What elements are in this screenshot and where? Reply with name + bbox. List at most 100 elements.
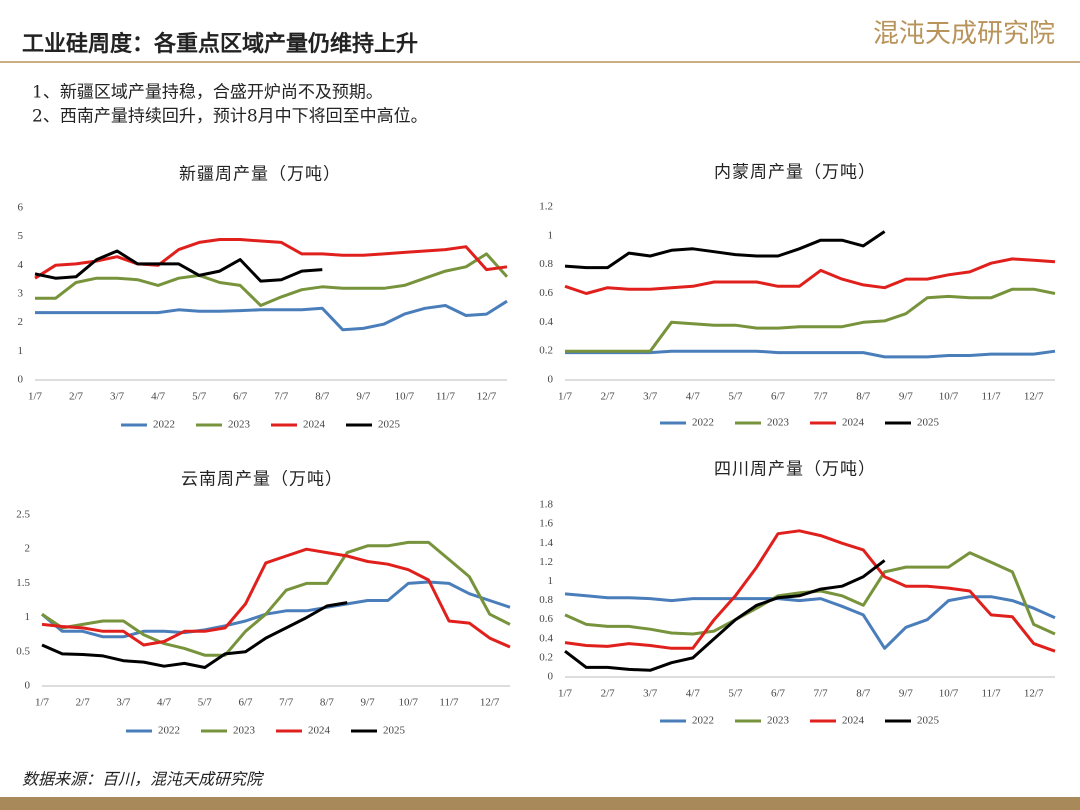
y-tick-label: 0.6	[539, 613, 553, 625]
x-tick-label: 4/7	[157, 697, 172, 709]
legend-label: 2025	[917, 715, 940, 727]
y-tick-label: 0.8	[539, 258, 553, 270]
legend-label: 2022	[692, 715, 714, 727]
y-tick-label: 0.4	[539, 316, 553, 328]
legend-label: 2022	[153, 419, 175, 431]
y-tick-label: 2	[25, 543, 31, 555]
y-tick-label: 0.8	[539, 594, 553, 606]
series-line	[564, 230, 886, 270]
y-tick-label: 0	[548, 374, 554, 386]
legend-label: 2022	[158, 725, 180, 737]
y-tick-label: 1	[18, 345, 24, 357]
logo: 混沌天成研究院	[873, 19, 1055, 49]
x-tick-label: 5/7	[192, 391, 207, 403]
legend-label: 2024	[308, 725, 331, 737]
x-tick-label: 12/7	[1024, 688, 1044, 700]
x-tick-label: 9/7	[356, 391, 371, 403]
x-tick-label: 11/7	[436, 391, 456, 403]
chart-title: 内蒙周产量（万吨）	[714, 163, 876, 183]
x-tick-label: 6/7	[771, 688, 786, 700]
y-tick-label: 0.6	[539, 287, 553, 299]
bullet: 1、新疆区域产量持稳，合盛开炉尚不及预期。	[32, 83, 383, 103]
y-tick-label: 0.4	[539, 632, 553, 644]
x-tick-label: 2/7	[76, 697, 91, 709]
chart-title: 四川周产量（万吨）	[714, 460, 876, 480]
legend-label: 2023	[767, 715, 790, 727]
x-tick-label: 2/7	[601, 688, 616, 700]
x-tick-label: 8/7	[856, 391, 871, 403]
legend-label: 2023	[228, 419, 251, 431]
x-tick-label: 4/7	[686, 688, 701, 700]
y-tick-label: 1	[548, 575, 554, 587]
series-line	[41, 547, 511, 649]
y-tick-label: 1	[548, 229, 554, 241]
x-tick-label: 3/7	[643, 391, 658, 403]
legend-label: 2025	[917, 417, 940, 429]
y-tick-label: 3	[18, 288, 24, 300]
bullet: 2、西南产量持续回升，预计8月中下将回至中高位。	[32, 107, 428, 127]
x-tick-label: 1/7	[558, 688, 573, 700]
y-tick-label: 0.2	[539, 345, 553, 357]
source: 数据来源：百川，混沌天成研究院	[22, 770, 265, 789]
y-tick-label: 1.8	[539, 499, 553, 511]
x-tick-label: 6/7	[771, 391, 786, 403]
y-tick-label: 0.2	[539, 651, 553, 663]
series-line	[41, 580, 511, 639]
series-line	[34, 238, 508, 280]
x-tick-label: 9/7	[899, 391, 914, 403]
series-line	[565, 287, 1056, 353]
legend-label: 2023	[233, 725, 256, 737]
x-tick-label: 11/7	[982, 688, 1002, 700]
x-tick-label: 10/7	[395, 391, 415, 403]
legend-label: 2023	[767, 417, 790, 429]
x-tick-label: 10/7	[398, 697, 418, 709]
series-line	[41, 601, 348, 669]
x-tick-label: 3/7	[110, 391, 125, 403]
x-tick-label: 10/7	[939, 391, 959, 403]
y-tick-label: 0	[548, 671, 554, 683]
legend-label: 2024	[303, 419, 326, 431]
legend-label: 2025	[383, 725, 406, 737]
y-tick-label: 4	[18, 259, 24, 271]
x-tick-label: 7/7	[274, 391, 289, 403]
x-tick-label: 1/7	[35, 697, 50, 709]
x-tick-label: 6/7	[238, 697, 253, 709]
y-tick-label: 0.5	[16, 645, 30, 657]
y-tick-label: 2	[18, 316, 24, 328]
y-tick-label: 0	[18, 374, 24, 386]
x-tick-label: 5/7	[728, 391, 743, 403]
x-tick-label: 3/7	[643, 688, 658, 700]
y-tick-label: 1.6	[539, 518, 553, 530]
x-tick-label: 7/7	[814, 391, 829, 403]
legend-label: 2022	[692, 417, 714, 429]
x-tick-label: 11/7	[982, 391, 1002, 403]
x-tick-label: 2/7	[69, 391, 84, 403]
x-tick-label: 8/7	[320, 697, 335, 709]
legend-label: 2024	[842, 715, 865, 727]
y-tick-label: 6	[18, 202, 24, 214]
series-line	[34, 249, 323, 283]
footer-band	[0, 797, 1080, 810]
y-tick-label: 5	[18, 230, 24, 242]
series-line	[35, 299, 508, 332]
x-tick-label: 5/7	[198, 697, 213, 709]
x-tick-label: 3/7	[116, 697, 131, 709]
x-tick-label: 5/7	[728, 688, 743, 700]
series-line	[564, 529, 1056, 653]
legend-label: 2025	[378, 419, 401, 431]
chart-title: 云南周产量（万吨）	[181, 470, 343, 490]
series-line	[35, 252, 509, 307]
x-tick-label: 6/7	[233, 391, 248, 403]
x-tick-label: 9/7	[899, 688, 914, 700]
y-tick-label: 0	[25, 680, 31, 692]
x-tick-label: 12/7	[477, 391, 497, 403]
x-tick-label: 4/7	[151, 391, 166, 403]
x-tick-label: 11/7	[439, 697, 459, 709]
chart-title: 新疆周产量（万吨）	[179, 165, 341, 185]
x-tick-label: 12/7	[1024, 391, 1044, 403]
series-line	[564, 257, 1056, 295]
x-tick-label: 8/7	[856, 688, 871, 700]
series-line	[564, 559, 886, 672]
x-tick-label: 7/7	[814, 688, 829, 700]
y-tick-label: 1	[25, 611, 31, 623]
